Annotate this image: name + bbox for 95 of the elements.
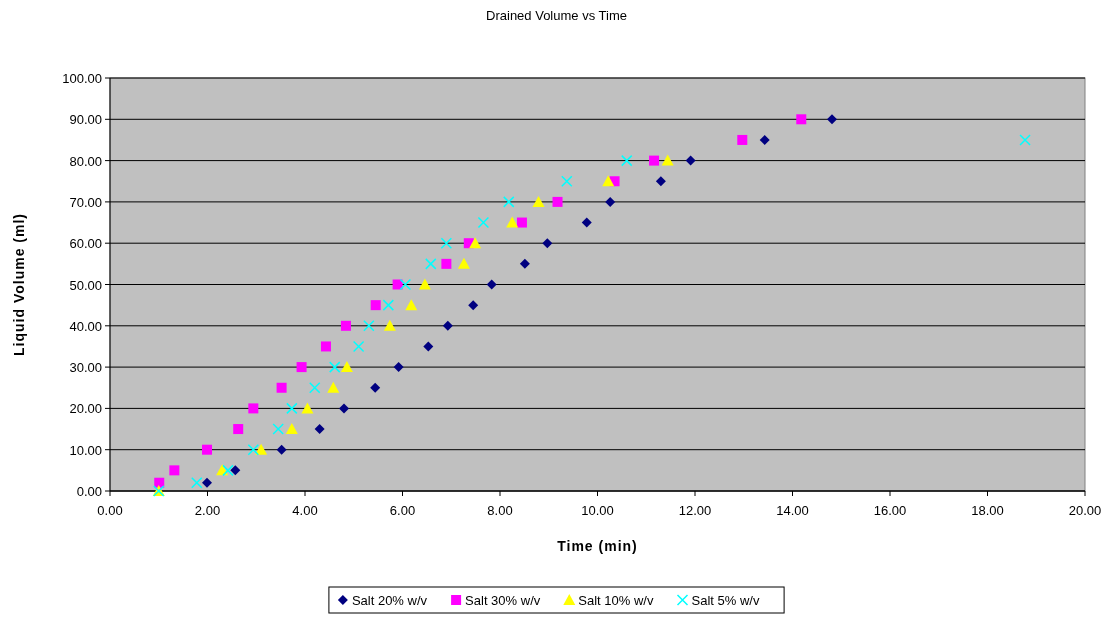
point xyxy=(339,403,349,414)
x-tick-label: 4.00 xyxy=(292,503,318,518)
x-tick-label: 18.00 xyxy=(971,503,1004,518)
point xyxy=(399,278,412,291)
point xyxy=(759,134,770,145)
point xyxy=(248,403,259,414)
point xyxy=(418,278,431,290)
y-tick-label: 0.00 xyxy=(76,484,102,499)
x-tick-label: 14.00 xyxy=(776,503,809,518)
point xyxy=(393,362,404,373)
x-tick-label: 6.00 xyxy=(389,503,416,518)
x-tick-label: 10.00 xyxy=(581,503,614,518)
point xyxy=(457,257,470,269)
point xyxy=(327,381,340,393)
point xyxy=(486,279,497,290)
point xyxy=(191,476,203,489)
point xyxy=(503,196,515,208)
point xyxy=(796,114,807,125)
point xyxy=(340,320,351,331)
point xyxy=(532,195,545,207)
y-axis-title: Liquid Volume (ml) xyxy=(11,213,27,356)
point xyxy=(655,176,666,187)
x-tick-label: 16.00 xyxy=(873,503,907,518)
point xyxy=(383,319,396,331)
point xyxy=(605,196,616,207)
x-tick-label: 2.00 xyxy=(194,503,221,518)
point xyxy=(649,155,660,166)
point xyxy=(516,217,527,228)
x-tick-label: 0.00 xyxy=(97,503,123,518)
y-tick-label: 50.00 xyxy=(69,277,102,293)
point xyxy=(441,258,452,269)
point xyxy=(233,424,244,435)
point xyxy=(506,216,519,228)
point xyxy=(320,341,331,352)
point xyxy=(276,382,287,393)
point xyxy=(661,154,674,166)
point xyxy=(542,238,553,249)
point xyxy=(352,340,365,353)
point xyxy=(255,443,268,455)
point xyxy=(328,361,341,373)
point xyxy=(423,341,434,352)
legend-label: Salt 30% w/v xyxy=(465,593,541,608)
point xyxy=(602,175,615,187)
point xyxy=(370,300,381,311)
y-tick-label: 40.00 xyxy=(69,318,102,334)
point xyxy=(442,320,453,331)
y-tick-label: 20.00 xyxy=(69,401,102,417)
point xyxy=(685,155,696,166)
y-tick-label: 60.00 xyxy=(69,236,102,252)
point xyxy=(309,382,321,394)
chart-title: Drained Volume vs Time xyxy=(486,8,627,23)
y-tick-label: 90.00 xyxy=(69,112,102,128)
point xyxy=(469,237,482,249)
x-axis-title: Time (min) xyxy=(557,538,638,554)
point xyxy=(1019,134,1031,146)
legend-label: Salt 5% w/v xyxy=(691,593,760,608)
point xyxy=(314,424,325,435)
y-tick-label: 10.00 xyxy=(69,442,102,458)
legend-label: Salt 20% w/v xyxy=(351,593,428,608)
legend-label: Salt 10% w/v xyxy=(578,593,654,608)
point xyxy=(285,423,298,435)
point xyxy=(468,300,479,311)
point xyxy=(276,444,287,455)
x-tick-label: 12.00 xyxy=(678,503,712,518)
point xyxy=(286,402,298,415)
point xyxy=(230,465,241,476)
point xyxy=(826,114,837,125)
point xyxy=(222,464,234,477)
point xyxy=(296,362,307,373)
point xyxy=(477,216,490,229)
point xyxy=(272,423,284,435)
y-tick-label: 100.00 xyxy=(62,71,102,86)
point xyxy=(363,320,375,332)
x-tick-label: 20.00 xyxy=(1068,503,1102,518)
point xyxy=(382,299,395,311)
point xyxy=(561,175,573,187)
point xyxy=(370,382,381,393)
y-tick-label: 30.00 xyxy=(69,360,102,376)
point xyxy=(340,361,353,373)
point xyxy=(425,258,437,270)
point xyxy=(202,444,213,455)
point xyxy=(440,237,453,249)
x-tick-label: 8.00 xyxy=(487,503,513,518)
y-tick-label: 70.00 xyxy=(69,194,102,210)
point xyxy=(519,258,530,269)
point xyxy=(621,154,633,167)
point xyxy=(169,465,180,476)
point xyxy=(581,217,592,228)
point xyxy=(301,402,314,414)
point xyxy=(405,299,418,311)
point xyxy=(202,477,213,488)
point xyxy=(737,134,748,145)
point xyxy=(552,196,563,207)
y-tick-label: 80.00 xyxy=(69,153,102,169)
point xyxy=(247,443,260,456)
